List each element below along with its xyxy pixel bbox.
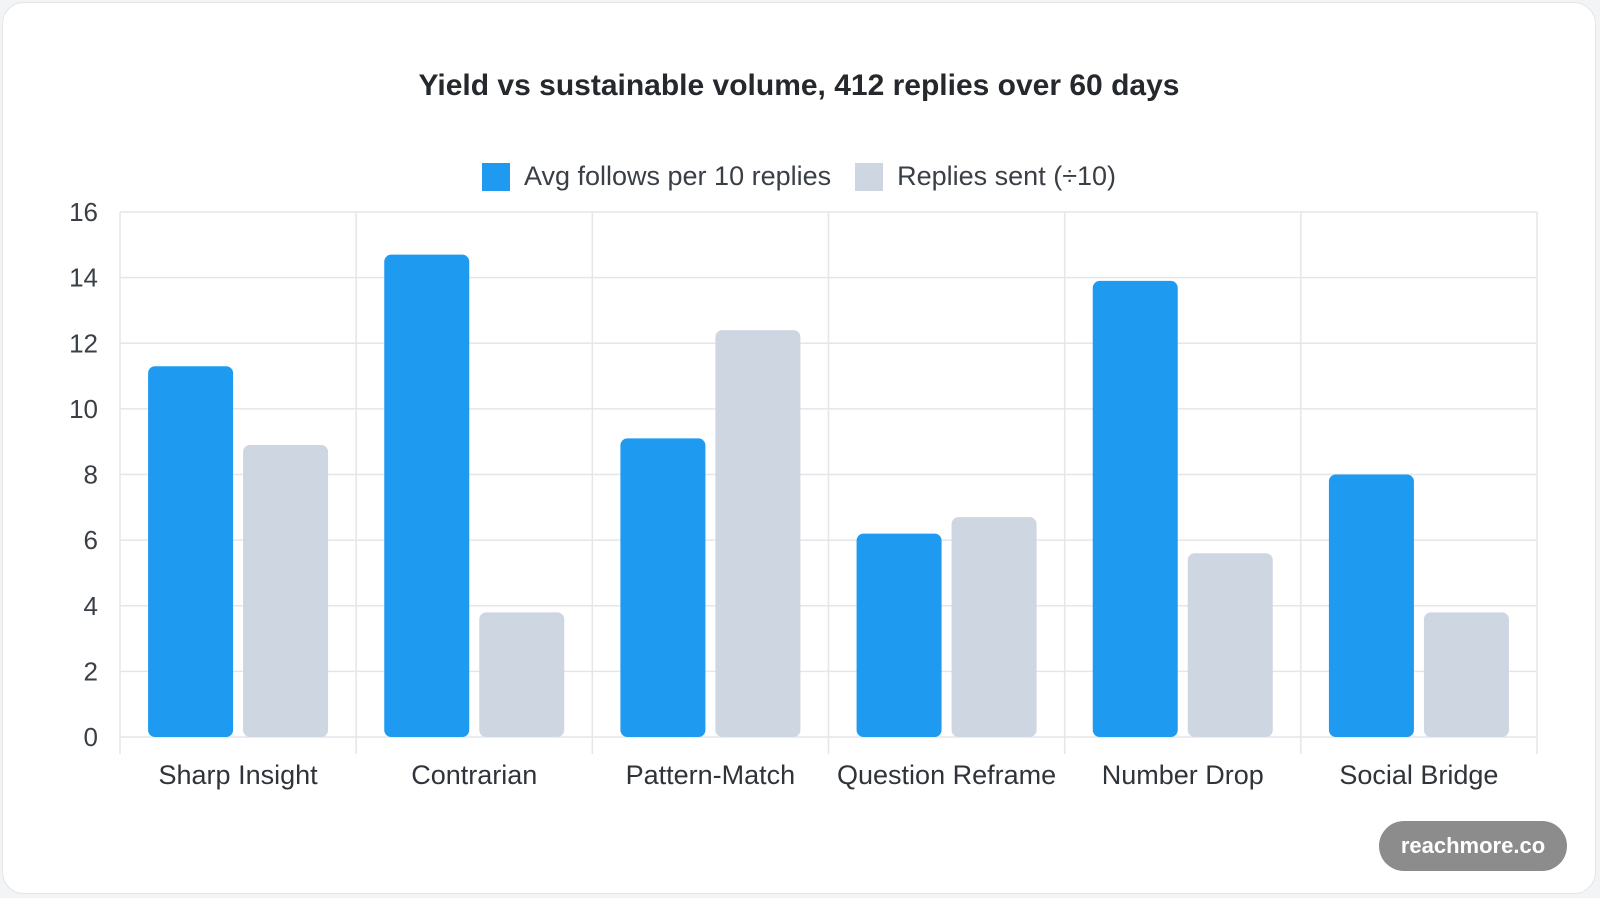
bar-follows-1 <box>384 254 470 737</box>
bar-follows-5 <box>1328 474 1414 737</box>
x-tick-label: Sharp Insight <box>159 760 319 790</box>
chart-title: Yield vs sustainable volume, 412 replies… <box>418 69 1180 102</box>
x-tick-label: Question Reframe <box>837 760 1056 790</box>
bar-replies-5 <box>1423 612 1509 737</box>
x-tick-label: Contrarian <box>411 760 537 790</box>
y-tick-label: 10 <box>69 394 98 424</box>
bar-follows-0 <box>148 366 234 737</box>
y-tick-label: 6 <box>84 525 98 555</box>
legend-label-follows: Avg follows per 10 replies <box>523 161 832 191</box>
legend-label-replies: Replies sent (÷10) <box>897 161 1117 191</box>
bar-follows-2 <box>620 438 706 737</box>
legend-swatch-replies <box>855 162 884 191</box>
y-tick-label: 8 <box>84 460 98 490</box>
legend-swatch-follows <box>481 162 510 191</box>
bar-follows-4 <box>1092 280 1178 737</box>
bar-replies-3 <box>951 517 1037 737</box>
y-tick-label: 12 <box>69 328 98 358</box>
y-tick-label: 2 <box>84 656 98 686</box>
x-tick-label: Number Drop <box>1102 760 1264 790</box>
legend-item-follows[interactable]: Avg follows per 10 replies <box>481 161 832 192</box>
brand-badge[interactable]: reachmore.co <box>1379 821 1567 871</box>
bar-follows-3 <box>856 533 942 737</box>
chart-legend: Avg follows per 10 replies Replies sent … <box>3 161 1595 192</box>
legend-item-replies[interactable]: Replies sent (÷10) <box>855 161 1116 192</box>
x-tick-label: Pattern-Match <box>626 760 796 790</box>
bar-replies-2 <box>715 330 801 737</box>
y-tick-label: 0 <box>84 722 98 752</box>
x-tick-label: Social Bridge <box>1339 760 1498 790</box>
y-tick-label: 4 <box>84 591 98 621</box>
bar-replies-0 <box>243 444 329 737</box>
bar-replies-4 <box>1187 553 1273 737</box>
y-tick-label: 16 <box>69 197 98 227</box>
y-tick-label: 14 <box>69 263 98 293</box>
bar-replies-1 <box>479 612 565 737</box>
